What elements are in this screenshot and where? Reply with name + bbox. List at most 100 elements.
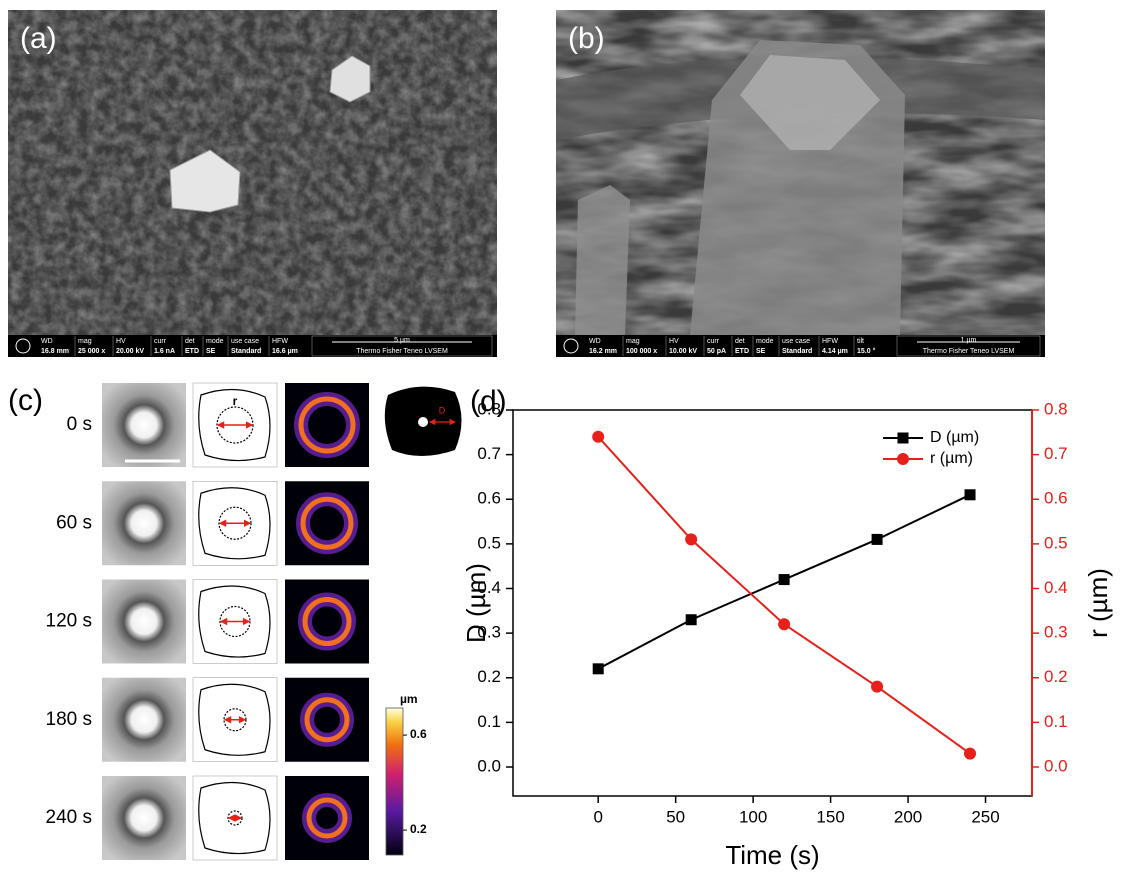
info-label: det [735,338,745,345]
info-label: use case [231,338,259,345]
info-label: HFW [272,338,288,345]
info-value: ETD [735,348,749,355]
info-value: 25 000 x [78,348,105,355]
point [871,681,883,693]
point [965,489,976,500]
series-line [598,437,970,754]
point [778,618,790,630]
info-label: WD [589,338,601,345]
panel-label: (a) [20,22,57,55]
scale-label: 1 µm [961,337,977,344]
info-value: Standard [782,348,812,355]
page: {"panels": { "a": {"label": "(a)", "info… [0,0,1121,878]
x-tick-label: 200 [894,807,922,826]
y-tick-label: 0.0 [477,756,501,775]
colorbar [386,708,403,855]
y2-axis-label: r (µm) [1083,568,1113,638]
time-label: 0 s [67,414,92,435]
y-tick-label: 0.1 [477,712,501,731]
y2-tick-label: 0.7 [1044,444,1068,463]
y2-tick-label: 0.0 [1044,756,1068,775]
y-tick-label: 0.5 [477,533,501,552]
y2-tick-label: 0.2 [1044,667,1068,686]
x-tick-label: 50 [666,807,685,826]
info-value: ETD [185,348,199,355]
x-tick-label: 0 [593,807,602,826]
micrograph [102,678,186,762]
info-value: 10.00 kV [669,348,697,355]
point [964,748,976,760]
y2-tick-label: 0.3 [1044,623,1068,642]
sem-texture [8,10,497,357]
sem-panel-b: WD16.2 mmmag100 000 xHV10.00 kVcurr50 pA… [556,10,1045,357]
plot-frame [513,410,1032,796]
sem-panel-a: WD 16.8 mm mag 25 000 x HV 20.00 kV curr 1.6 nA… [8,10,497,357]
thickness-map [285,776,369,860]
y-tick-label: 0.7 [477,444,501,463]
info-value: Standard [231,348,261,355]
y2-tick-label: 0.5 [1044,533,1068,552]
x-tick-label: 250 [971,807,999,826]
panel-c: (c)0 sr60 s120 s180 s240 sDµm0.60.2 [8,383,462,860]
info-value: 15.0 ° [857,347,876,355]
legend-label: D (µm) [930,429,979,446]
y2-tick-label: 0.4 [1044,578,1068,597]
info-value: 4.14 µm [822,348,848,355]
panel-label: (b) [568,22,605,55]
info-value: 1.6 nA [154,348,175,355]
x-tick-label: 150 [816,807,844,826]
x-axis-label: Time (s) [725,840,819,870]
micrograph [102,776,186,860]
micrograph [102,383,186,467]
info-value: 20.00 kV [116,348,144,355]
rod-small [575,185,630,335]
point [686,614,697,625]
y2-tick-label: 0.6 [1044,489,1068,508]
legend-marker [897,453,909,465]
y2-tick-label: 0.8 [1044,399,1068,418]
info-label: WD [41,338,53,345]
mask-hole [418,417,428,427]
panel-label: (c) [8,384,43,417]
d-label: D [439,405,446,415]
colorbar-tick-label: 0.2 [410,822,427,836]
time-label: 60 s [56,512,92,533]
info-label: HFW [822,338,838,345]
info-label: use case [782,338,810,345]
vendor: Thermo Fisher Teneo LVSEM [356,348,448,355]
point [593,663,604,674]
point [872,534,883,545]
info-value: 16.8 mm [41,348,69,355]
time-label: 240 s [46,807,92,828]
info-value: SE [756,348,766,355]
thickness-map [285,580,369,664]
figure: WD 16.8 mm mag 25 000 x HV 20.00 kV curr 1.6 nA… [0,0,1121,873]
micrograph [102,580,186,664]
y-axis-label: D (µm) [461,563,491,643]
r-label: r [233,394,238,408]
info-label: mag [78,338,92,345]
info-value: SE [206,348,216,355]
info-label: curr [707,338,720,345]
info-label: det [185,338,195,345]
point [592,431,604,443]
legend-marker [898,433,909,444]
info-label: curr [154,338,167,345]
info-label: HV [669,338,679,345]
point [685,533,697,545]
legend-label: r (µm) [930,450,973,467]
info-label: mode [756,338,774,345]
time-label: 120 s [46,611,92,632]
vendor: Thermo Fisher Teneo LVSEM [923,348,1015,355]
thickness-map [285,678,369,762]
x-tick-label: 100 [739,807,767,826]
y-tick-label: 0.2 [477,667,501,686]
point [779,574,790,585]
info-label: HV [116,338,126,345]
y-tick-label: 0.8 [477,399,501,418]
info-label: mode [206,338,224,345]
info-value: 16.6 µm [272,348,298,355]
info-label: tilt [857,338,864,345]
y-tick-label: 0.6 [477,489,501,508]
